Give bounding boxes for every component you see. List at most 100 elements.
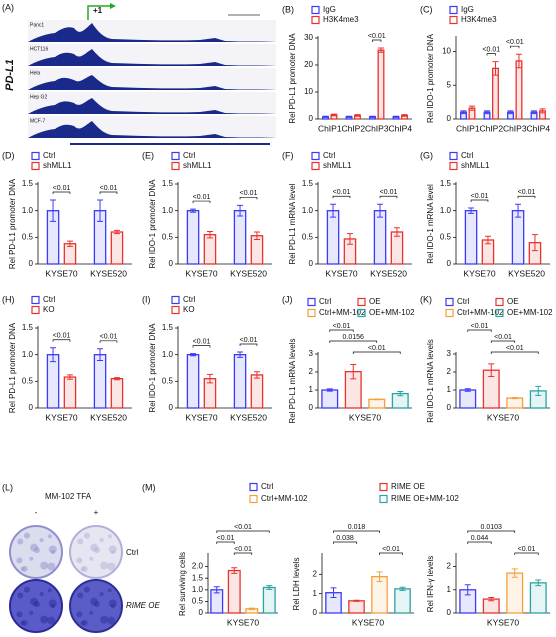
colony	[100, 561, 109, 570]
error-bar	[399, 586, 406, 591]
legend-swatch	[445, 297, 454, 307]
legend-swatch	[31, 151, 40, 161]
colony	[47, 534, 52, 539]
significance-bracket	[52, 191, 71, 194]
y-tick-label: 1.5	[162, 323, 174, 332]
error-bar	[190, 353, 197, 357]
colony	[76, 611, 83, 618]
y-tick-label: 1	[447, 585, 452, 594]
p-value: <0.01	[382, 546, 400, 553]
y-tick-label: 0.5	[22, 376, 34, 385]
significance-bracket	[372, 39, 382, 42]
legend-swatch	[445, 308, 454, 318]
y-axis-label: Rel IDO-1 promoter DNA	[426, 33, 435, 123]
significance-bracket	[216, 530, 270, 533]
row-label: RIME OE	[126, 601, 160, 610]
y-tick-label: 5	[447, 80, 452, 89]
panel-label: (K)	[420, 294, 432, 304]
bar	[492, 67, 499, 120]
y-tick-label: 1.0	[162, 206, 174, 215]
legend-label: RIME OE+MM-102	[391, 494, 459, 503]
legend-swatch	[171, 305, 180, 315]
error-bar	[206, 230, 213, 239]
y-axis-label: Rel IDO-1 mRNA levels	[426, 339, 435, 423]
colony	[23, 532, 30, 539]
y-tick-label: 0	[169, 403, 174, 412]
legend-swatch	[307, 308, 316, 318]
y-tick-label: 3	[309, 349, 314, 358]
y-tick-label: 0.5	[192, 597, 204, 606]
significance-bracket	[333, 530, 380, 533]
tss-label: +1	[93, 6, 103, 15]
colony	[83, 586, 90, 593]
track-label: Panc1	[30, 22, 44, 28]
significance-bracket	[233, 552, 253, 555]
colony	[47, 562, 56, 571]
legend-swatch	[311, 5, 320, 15]
x-tick-label: KYSE70	[185, 412, 217, 422]
legend-label: OE	[507, 297, 519, 306]
colony	[29, 556, 34, 561]
colony	[40, 561, 49, 570]
y-tick-label: 1.0	[22, 350, 34, 359]
bar	[515, 60, 523, 120]
y-tick-label: 20	[304, 60, 313, 69]
y-tick-label: 0	[29, 403, 34, 412]
y-axis-label: Rel LDH levels	[292, 558, 301, 611]
x-tick-label: KYSE520	[508, 268, 545, 278]
error-bar	[488, 363, 495, 377]
bar	[464, 210, 478, 265]
bar	[203, 234, 217, 265]
error-bar	[393, 115, 400, 118]
error-bar	[535, 385, 542, 396]
x-tick-label: KYSE70	[463, 268, 495, 278]
legend-swatch	[311, 161, 320, 171]
colony	[107, 562, 116, 571]
error-bar	[350, 363, 357, 380]
y-tick-label: 0	[309, 403, 314, 412]
colony	[29, 610, 34, 615]
legend-swatch	[379, 482, 388, 492]
colony	[47, 588, 52, 593]
p-value: <0.01	[482, 46, 500, 53]
y-axis-label: Rel IDO-1 mRNA level	[426, 184, 435, 264]
gene-label: PD-L1	[4, 59, 16, 91]
y-axis-label: Rel PD-L1 mRNA level	[288, 183, 297, 264]
x-tick-label: ChIP3	[503, 123, 527, 133]
legend-swatch	[311, 15, 320, 25]
y-tick-label: 0	[309, 114, 314, 123]
colony	[80, 566, 85, 571]
significance-bracket	[379, 195, 398, 199]
y-tick-label: 0	[199, 608, 204, 617]
bar	[186, 354, 200, 409]
x-tick-label: KYSE70	[487, 412, 519, 422]
y-tick-label: 0	[169, 259, 174, 268]
bar	[348, 600, 365, 614]
y-tick-label: 0	[447, 608, 452, 617]
y-tick-label: 1	[447, 385, 452, 394]
significance-bracket	[490, 340, 516, 343]
x-tick-label: KYSE70	[45, 412, 77, 422]
colony	[39, 592, 44, 597]
error-bar	[535, 579, 542, 587]
significance-bracket	[52, 339, 71, 342]
significance-bracket	[486, 53, 496, 56]
colony	[108, 599, 117, 608]
error-bar	[468, 207, 475, 214]
legend-label: shMLL1	[461, 161, 490, 170]
panel-label: (B)	[282, 4, 294, 14]
bar	[110, 378, 124, 409]
p-value: 0.044	[471, 535, 489, 542]
error-bar	[50, 347, 57, 363]
legend-label: Ctrl	[261, 482, 274, 491]
colony	[107, 616, 116, 625]
legend-label: shMLL1	[183, 161, 212, 170]
legend-label: shMLL1	[323, 161, 352, 170]
y-tick-label: 2	[447, 367, 452, 376]
column-label: +	[94, 508, 99, 517]
p-value: <0.01	[506, 345, 524, 352]
bar	[63, 376, 77, 409]
p-value: <0.01	[506, 39, 524, 46]
panel-label: (I)	[142, 294, 151, 304]
p-value: <0.01	[217, 535, 235, 542]
